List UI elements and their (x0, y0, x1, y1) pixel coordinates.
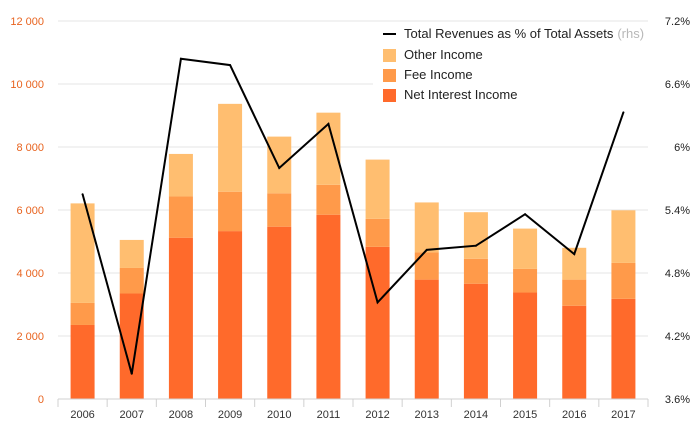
x-tick-label-2011: 2011 (317, 409, 341, 421)
y-left-tick-label: 8 000 (16, 142, 44, 154)
y-left-tick-label: 12 000 (10, 16, 44, 28)
legend-note: (rhs) (617, 26, 644, 41)
bar-other-income-2013 (414, 202, 439, 253)
x-tick-label-2014: 2014 (464, 409, 488, 421)
x-tick-label-2007: 2007 (120, 409, 144, 421)
legend-label-0: Total Revenues as % of Total Assets (rhs) (404, 26, 644, 41)
bar-fee-income-2009 (218, 191, 243, 232)
bar-fee-income-2012 (365, 218, 390, 247)
legend-label-text: Fee Income (404, 67, 473, 82)
bar-net-interest-income-2014 (463, 283, 488, 399)
y-left-tick-label: 4 000 (16, 268, 44, 280)
y-right-tick-label: 5.4% (665, 205, 690, 217)
line-point-2015 (524, 213, 527, 216)
x-tick-label-2017: 2017 (611, 409, 635, 421)
line-point-2013 (425, 248, 428, 251)
legend-label-3: Net Interest Income (404, 87, 517, 102)
bar-fee-income-2016 (562, 279, 587, 306)
legend-label-1: Other Income (404, 47, 483, 62)
line-point-2010 (278, 167, 281, 169)
bar-net-interest-income-2008 (168, 237, 193, 399)
y-left-tick-label: 2 000 (16, 331, 44, 343)
y-right-tick-label: 4.2% (665, 331, 690, 343)
line-point-2009 (229, 64, 232, 67)
legend-background (373, 23, 648, 110)
line-point-2016 (573, 253, 576, 256)
bar-fee-income-2011 (316, 184, 341, 215)
line-point-2008 (179, 57, 182, 60)
bar-other-income-2008 (168, 153, 193, 197)
bar-net-interest-income-2006 (70, 324, 95, 399)
bar-net-interest-income-2011 (316, 214, 341, 399)
line-point-2017 (622, 111, 625, 114)
bar-other-income-2012 (365, 159, 390, 219)
bar-other-income-2009 (218, 103, 243, 192)
y-right-tick-label: 4.8% (665, 268, 690, 280)
bar-net-interest-income-2013 (414, 279, 439, 399)
line-total-revenues-pct (81, 57, 625, 375)
y-right-tick-label: 7.2% (665, 16, 690, 28)
bar-net-interest-income-2009 (218, 231, 243, 399)
bars (70, 103, 636, 399)
bar-other-income-2015 (513, 228, 538, 269)
line-point-2011 (327, 122, 330, 125)
line-point-2012 (376, 301, 379, 304)
legend-label-text: Total Revenues as % of Total Assets (404, 26, 614, 41)
bar-net-interest-income-2015 (513, 292, 538, 399)
bar-other-income-2014 (463, 212, 488, 259)
x-tick-label-2013: 2013 (415, 409, 439, 421)
y-right-tick-label: 6.6% (665, 79, 690, 91)
line-point-2007 (130, 372, 133, 375)
x-tick-label-2009: 2009 (218, 409, 242, 421)
x-tick-label-2016: 2016 (562, 409, 586, 421)
bar-fee-income-2013 (414, 252, 439, 280)
bar-net-interest-income-2016 (562, 305, 587, 399)
line-point-2014 (474, 244, 477, 247)
bar-other-income-2017 (611, 210, 636, 263)
x-tick-label-2015: 2015 (513, 409, 537, 421)
bar-other-income-2010 (267, 136, 292, 194)
legend-swatch-other-income (383, 49, 396, 62)
legend-label-2: Fee Income (404, 67, 473, 82)
x-tick-label-2010: 2010 (267, 409, 291, 421)
x-tick-label-2012: 2012 (365, 409, 389, 421)
bar-fee-income-2010 (267, 193, 292, 227)
bar-fee-income-2007 (119, 267, 144, 294)
y-right-tick-label: 3.6% (665, 394, 690, 406)
bar-other-income-2007 (119, 239, 144, 268)
y-left-tick-label: 10 000 (10, 79, 44, 91)
bar-fee-income-2014 (463, 258, 488, 284)
legend-label-text: Net Interest Income (404, 87, 517, 102)
x-tick-label-2006: 2006 (70, 409, 94, 421)
bar-fee-income-2008 (168, 196, 193, 238)
y-left-tick-label: 6 000 (16, 205, 44, 217)
line-point-2006 (81, 193, 84, 196)
legend-label-text: Other Income (404, 47, 483, 62)
legend-swatch-fee-income (383, 69, 396, 82)
bar-net-interest-income-2010 (267, 226, 292, 399)
legend-swatch-net-interest-income (383, 89, 396, 102)
axes: 0 2 000 4 000 6 000 8 000 10 000 12 000 3.6% 4.2… (10, 16, 690, 421)
bar-fee-income-2015 (513, 268, 538, 293)
y-left-tick-label: 0 (38, 394, 44, 406)
bar-fee-income-2006 (70, 302, 95, 325)
x-tick-label-2008: 2008 (169, 409, 193, 421)
revenue-ratio-line (81, 57, 625, 375)
bar-other-income-2006 (70, 203, 95, 303)
bar-net-interest-income-2017 (611, 298, 636, 399)
bar-fee-income-2017 (611, 262, 636, 299)
legend: Total Revenues as % of Total Assets (rhs)… (373, 23, 648, 110)
y-right-tick-label: 6% (674, 142, 690, 154)
